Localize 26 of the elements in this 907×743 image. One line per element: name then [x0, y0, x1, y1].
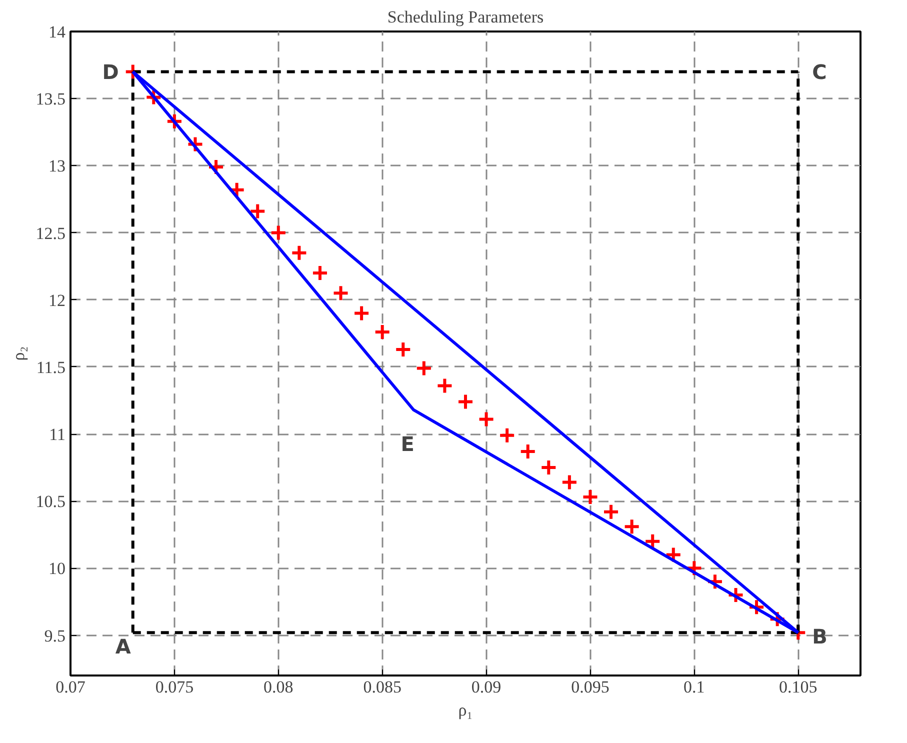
chart-title: Scheduling Parameters — [387, 8, 544, 26]
y-tick-label: 13 — [48, 156, 66, 176]
x-tick-label: 0.07 — [56, 678, 86, 696]
x-tick-label: 0.08 — [264, 678, 294, 696]
y-tick-label: 12 — [48, 290, 66, 310]
y-tick-label: 12.5 — [36, 224, 66, 243]
y-tick-label: 14 — [48, 22, 66, 42]
annotation: C — [812, 60, 827, 84]
y-tick-label: 10 — [48, 559, 66, 578]
y-tick-label: 13.5 — [36, 90, 66, 109]
x-tick-label: 0.075 — [155, 678, 194, 696]
annotation: B — [812, 624, 828, 649]
y-tick-label: 11.5 — [36, 358, 66, 377]
y-axis-title: ρ₂ — [8, 346, 28, 361]
x-tick-label: 0.095 — [571, 678, 610, 696]
y-tick-label: 9.5 — [44, 626, 66, 646]
annotation: A — [115, 634, 132, 659]
x-tick-label: 0.085 — [363, 678, 402, 696]
x-tick-label: 0.1 — [684, 678, 705, 696]
x-tick-label: 0.105 — [779, 678, 818, 696]
x-axis-title: ρ₁ — [458, 700, 473, 720]
y-tick-label: 11 — [49, 425, 66, 444]
annotation: E — [400, 432, 414, 456]
x-tick-label: 0.09 — [471, 678, 502, 696]
annotation: D — [102, 60, 119, 84]
y-tick-label: 10.5 — [36, 492, 66, 512]
